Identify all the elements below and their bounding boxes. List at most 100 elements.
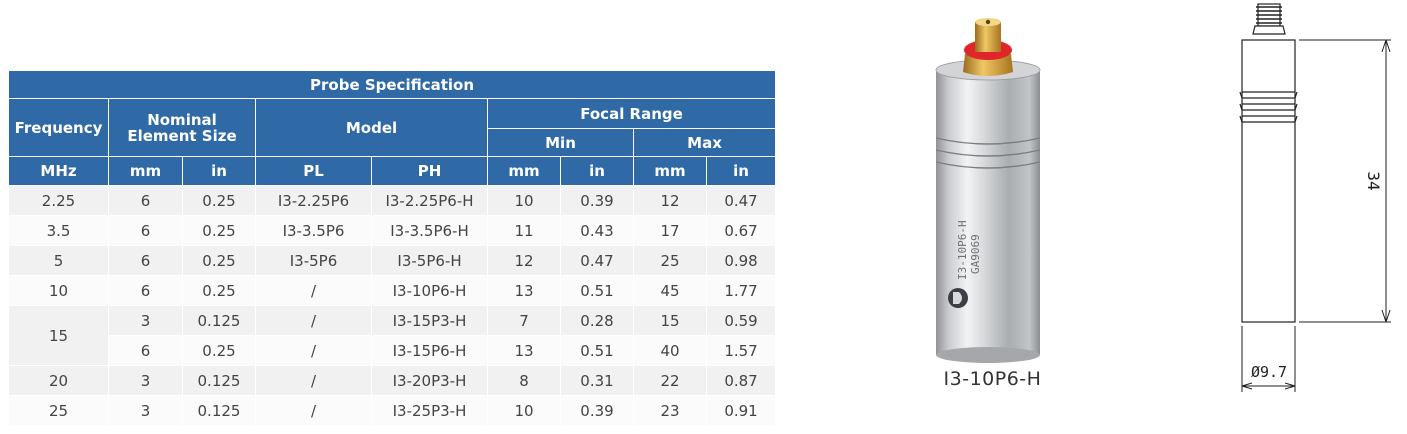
cell-min-in: 0.39 — [560, 395, 634, 426]
cell-size-in: 0.125 — [182, 305, 256, 336]
cell-size-mm: 3 — [108, 305, 183, 336]
header-model: Model — [255, 98, 488, 157]
unit-min-in: in — [560, 156, 634, 186]
cell-min-in: 0.47 — [560, 245, 634, 276]
cell-min-in: 0.28 — [560, 305, 634, 336]
cell-max-mm: 45 — [633, 275, 707, 306]
cell-size-mm: 6 — [108, 245, 183, 276]
cell-max-in: 1.57 — [705, 335, 777, 366]
cell-min-mm: 11 — [487, 215, 561, 246]
cell-min-mm: 7 — [487, 305, 561, 336]
cell-max-mm: 12 — [633, 185, 707, 216]
cell-min-mm: 10 — [487, 185, 561, 216]
cell-size-mm: 6 — [108, 275, 183, 306]
header-max: Max — [632, 128, 777, 157]
table-row: 15 3 0.125 / I3-15P3-H 7 0.28 15 0.59 — [8, 305, 777, 366]
dimension-length — [1299, 39, 1391, 323]
probe-grooves — [935, 137, 1041, 169]
table-row: 20 3 0.125 / I3-20P3-H 8 0.31 22 0.87 — [8, 365, 777, 396]
cell-max-in: 0.47 — [705, 185, 777, 216]
cell-frequency: 15 — [8, 305, 109, 366]
cell-model-pl: / — [255, 305, 372, 336]
cell-size-mm: 6 — [108, 185, 183, 216]
drawing-body — [1241, 39, 1296, 323]
table-row: 5 6 0.25 I3-5P6 I3-5P6-H 12 0.47 25 0.98 — [8, 245, 777, 276]
cell-max-mm: 23 — [633, 395, 707, 426]
cell-model-ph: I3-20P3-H — [371, 365, 488, 396]
cell-size-in: 0.125 — [182, 395, 256, 426]
table-row: 3.5 6 0.25 I3-3.5P6 I3-3.5P6-H 11 0.43 1… — [8, 215, 777, 246]
cell-max-in: 0.67 — [705, 215, 777, 246]
header-nominal-line1: Nominal — [147, 110, 217, 129]
cell-frequency: 10 — [8, 275, 109, 306]
cell-min-mm: 10 — [487, 395, 561, 426]
cell-size-in: 0.25 — [182, 245, 256, 276]
cell-max-in: 0.91 — [705, 395, 777, 426]
cell-model-ph: I3-25P3-H — [371, 395, 488, 426]
table-row: 10 6 0.25 / I3-10P6-H 13 0.51 45 1.77 — [8, 275, 777, 306]
cell-min-in: 0.51 — [560, 275, 634, 306]
unit-max-mm: mm — [633, 156, 707, 186]
dimension-length-label: 34 — [1364, 171, 1383, 190]
unit-mhz: MHz — [8, 156, 109, 186]
cell-frequency: 5 — [8, 245, 109, 276]
probe-dimension-drawing: 34 Ø9.7 — [1239, 3, 1391, 392]
cell-model-pl: I3-3.5P6 — [255, 215, 372, 246]
cell-model-pl: I3-2.25P6 — [255, 185, 372, 216]
cell-max-in: 0.59 — [705, 305, 777, 336]
cell-max-in: 1.77 — [705, 275, 777, 306]
unit-ph: PH — [371, 156, 488, 186]
cell-min-in: 0.31 — [560, 365, 634, 396]
cell-min-in: 0.43 — [560, 215, 634, 246]
cell-model-ph: I3-15P3-H — [371, 305, 488, 336]
cell-model-pl: / — [255, 365, 372, 396]
cell-frequency: 25 — [8, 395, 109, 426]
cell-size-mm: 3 — [108, 365, 183, 396]
cell-max-mm: 40 — [633, 335, 707, 366]
cell-model-pl: I3-5P6 — [255, 245, 372, 276]
unit-min-mm: mm — [487, 156, 561, 186]
brand-logo — [948, 288, 968, 308]
cell-min-in: 0.51 — [560, 335, 634, 366]
cell-model-pl: / — [255, 275, 372, 306]
cell-max-in: 0.98 — [705, 245, 777, 276]
cell-frequency: 3.5 — [8, 215, 109, 246]
probe-photo: I3-10P6-H GA9069 — [935, 18, 1041, 363]
cell-min-mm: 8 — [487, 365, 561, 396]
cell-size-in: 0.25 — [182, 275, 256, 306]
cell-model-ph: I3-15P6-H — [371, 335, 488, 366]
photo-caption: I3-10P6-H — [943, 368, 1042, 390]
connector-hole — [985, 19, 991, 25]
cell-model-ph: I3-10P6-H — [371, 275, 488, 306]
cell-min-in: 0.39 — [560, 185, 634, 216]
drawing-grooves — [1239, 91, 1298, 123]
connector-pin — [975, 22, 1001, 52]
cell-max-in: 0.87 — [705, 365, 777, 396]
cell-size-in: 0.25 — [182, 335, 256, 366]
unit-in: in — [182, 156, 256, 186]
dimension-diameter — [1241, 326, 1296, 392]
cell-size-in: 0.25 — [182, 185, 256, 216]
cell-size-mm: 6 — [108, 335, 183, 366]
cell-max-mm: 25 — [633, 245, 707, 276]
unit-max-in: in — [705, 156, 777, 186]
cell-frequency: 2.25 — [8, 185, 109, 216]
cell-model-ph: I3-5P6-H — [371, 245, 488, 276]
header-min: Min — [487, 128, 634, 157]
cell-model-ph: I3-2.25P6-H — [371, 185, 488, 216]
cell-size-in: 0.25 — [182, 215, 256, 246]
header-focal-range: Focal Range — [486, 98, 777, 129]
probe-body — [936, 70, 1040, 355]
engraving-model: I3-10P6-H — [956, 220, 969, 280]
header-frequency: Frequency — [8, 98, 109, 157]
table-row: 6 0.25 / I3-15P6-H 13 0.51 40 1.57 — [9, 335, 777, 366]
cell-min-mm: 13 — [487, 335, 561, 366]
probe-bottom — [936, 347, 1040, 363]
cell-frequency: 20 — [8, 365, 109, 396]
unit-pl: PL — [255, 156, 372, 186]
table-row: 2.25 6 0.25 I3-2.25P6 I3-2.25P6-H 10 0.3… — [8, 185, 777, 216]
cell-model-pl: / — [255, 335, 372, 366]
cell-max-mm: 15 — [633, 305, 707, 336]
drawing-thread — [1252, 3, 1286, 35]
table-title: Probe Specification — [7, 70, 777, 99]
